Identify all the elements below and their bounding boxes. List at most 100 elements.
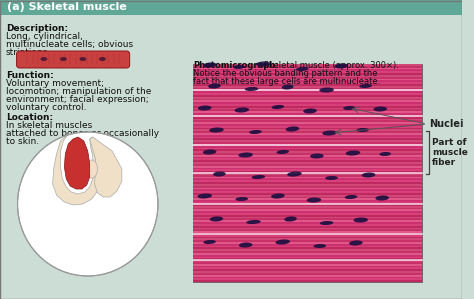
Ellipse shape bbox=[86, 160, 98, 178]
FancyBboxPatch shape bbox=[193, 109, 422, 111]
FancyBboxPatch shape bbox=[193, 111, 422, 113]
FancyBboxPatch shape bbox=[193, 98, 422, 100]
FancyBboxPatch shape bbox=[193, 222, 422, 224]
Ellipse shape bbox=[238, 152, 253, 158]
Ellipse shape bbox=[346, 150, 360, 155]
Text: Long, cylindrical,: Long, cylindrical, bbox=[6, 32, 83, 41]
FancyBboxPatch shape bbox=[193, 173, 422, 175]
FancyBboxPatch shape bbox=[193, 124, 422, 126]
Ellipse shape bbox=[296, 67, 309, 71]
Text: environment; facial expression;: environment; facial expression; bbox=[6, 95, 149, 104]
FancyBboxPatch shape bbox=[193, 191, 422, 193]
FancyBboxPatch shape bbox=[193, 164, 422, 166]
FancyBboxPatch shape bbox=[193, 131, 422, 133]
Ellipse shape bbox=[209, 127, 224, 132]
FancyBboxPatch shape bbox=[193, 251, 422, 253]
FancyBboxPatch shape bbox=[193, 213, 422, 215]
FancyBboxPatch shape bbox=[193, 65, 422, 68]
FancyBboxPatch shape bbox=[193, 182, 422, 184]
Text: Location:: Location: bbox=[6, 113, 53, 122]
FancyBboxPatch shape bbox=[193, 156, 422, 158]
Ellipse shape bbox=[313, 244, 326, 248]
FancyBboxPatch shape bbox=[193, 100, 422, 102]
FancyBboxPatch shape bbox=[193, 160, 422, 162]
FancyBboxPatch shape bbox=[193, 274, 422, 277]
FancyBboxPatch shape bbox=[193, 196, 422, 199]
Text: Skeletal muscle (approx. 300×).: Skeletal muscle (approx. 300×). bbox=[261, 61, 399, 70]
Text: locomotion; manipulation of the: locomotion; manipulation of the bbox=[6, 87, 151, 96]
Ellipse shape bbox=[233, 65, 245, 69]
FancyBboxPatch shape bbox=[0, 0, 462, 15]
FancyBboxPatch shape bbox=[193, 95, 422, 97]
Ellipse shape bbox=[198, 106, 211, 111]
Text: voluntary control.: voluntary control. bbox=[6, 103, 86, 112]
FancyBboxPatch shape bbox=[193, 89, 422, 91]
FancyBboxPatch shape bbox=[193, 244, 422, 246]
Ellipse shape bbox=[246, 220, 261, 224]
FancyBboxPatch shape bbox=[193, 258, 422, 260]
Ellipse shape bbox=[60, 57, 67, 61]
Ellipse shape bbox=[245, 87, 258, 91]
FancyBboxPatch shape bbox=[193, 200, 422, 202]
FancyBboxPatch shape bbox=[193, 69, 422, 71]
FancyBboxPatch shape bbox=[193, 180, 422, 182]
FancyBboxPatch shape bbox=[193, 71, 422, 73]
Ellipse shape bbox=[320, 221, 333, 225]
FancyBboxPatch shape bbox=[193, 64, 422, 66]
FancyBboxPatch shape bbox=[193, 146, 422, 148]
FancyBboxPatch shape bbox=[193, 91, 422, 93]
FancyBboxPatch shape bbox=[193, 240, 422, 242]
FancyBboxPatch shape bbox=[193, 198, 422, 200]
FancyBboxPatch shape bbox=[193, 185, 422, 187]
Text: Function:: Function: bbox=[6, 71, 54, 80]
FancyBboxPatch shape bbox=[193, 133, 422, 135]
FancyBboxPatch shape bbox=[193, 104, 422, 106]
FancyBboxPatch shape bbox=[193, 117, 422, 118]
Ellipse shape bbox=[249, 130, 262, 134]
Ellipse shape bbox=[362, 173, 375, 178]
Ellipse shape bbox=[40, 57, 47, 61]
Ellipse shape bbox=[282, 84, 293, 89]
Ellipse shape bbox=[275, 239, 290, 245]
FancyBboxPatch shape bbox=[193, 129, 422, 131]
FancyBboxPatch shape bbox=[193, 218, 422, 220]
FancyBboxPatch shape bbox=[193, 224, 422, 226]
FancyBboxPatch shape bbox=[193, 87, 422, 89]
Ellipse shape bbox=[375, 196, 389, 201]
Ellipse shape bbox=[239, 242, 253, 248]
Ellipse shape bbox=[256, 62, 271, 66]
Text: striations.: striations. bbox=[6, 48, 51, 57]
FancyBboxPatch shape bbox=[193, 225, 422, 228]
Ellipse shape bbox=[379, 152, 391, 156]
FancyBboxPatch shape bbox=[193, 242, 422, 244]
FancyBboxPatch shape bbox=[193, 220, 422, 222]
FancyBboxPatch shape bbox=[193, 245, 422, 248]
FancyBboxPatch shape bbox=[193, 107, 422, 109]
FancyBboxPatch shape bbox=[193, 122, 422, 124]
FancyBboxPatch shape bbox=[193, 166, 422, 167]
FancyBboxPatch shape bbox=[193, 84, 422, 86]
Ellipse shape bbox=[284, 216, 297, 222]
FancyBboxPatch shape bbox=[193, 195, 422, 197]
FancyBboxPatch shape bbox=[193, 269, 422, 271]
FancyBboxPatch shape bbox=[193, 167, 422, 169]
Ellipse shape bbox=[356, 128, 369, 132]
Ellipse shape bbox=[310, 153, 324, 158]
Ellipse shape bbox=[203, 150, 217, 155]
FancyBboxPatch shape bbox=[193, 193, 422, 195]
Polygon shape bbox=[53, 134, 102, 205]
Text: attached to bones or occasionally: attached to bones or occasionally bbox=[6, 129, 159, 138]
FancyBboxPatch shape bbox=[193, 64, 422, 282]
Ellipse shape bbox=[80, 57, 86, 61]
FancyBboxPatch shape bbox=[193, 184, 422, 186]
FancyBboxPatch shape bbox=[193, 278, 422, 280]
Ellipse shape bbox=[287, 171, 302, 177]
FancyBboxPatch shape bbox=[193, 266, 422, 268]
Circle shape bbox=[18, 132, 158, 276]
Text: Notice the obvious banding pattern and the: Notice the obvious banding pattern and t… bbox=[193, 69, 378, 78]
Ellipse shape bbox=[252, 175, 265, 179]
FancyBboxPatch shape bbox=[193, 140, 422, 142]
FancyBboxPatch shape bbox=[193, 120, 422, 122]
FancyBboxPatch shape bbox=[193, 147, 422, 150]
FancyBboxPatch shape bbox=[193, 280, 422, 282]
